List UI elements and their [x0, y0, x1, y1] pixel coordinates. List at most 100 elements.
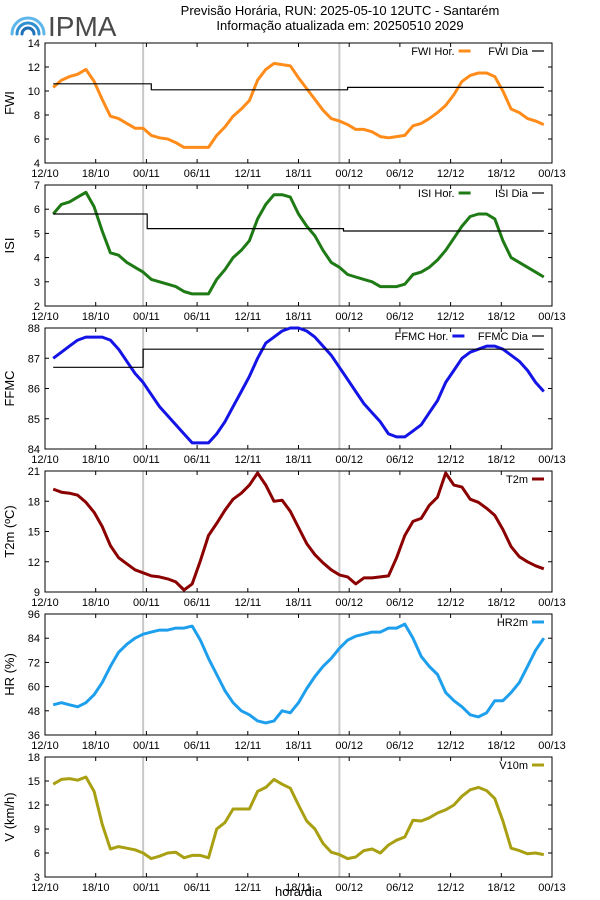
- x-tick-label: 06/12: [386, 168, 414, 180]
- y-tick-label: 87: [28, 353, 40, 365]
- x-tick-label: 18/10: [82, 311, 110, 323]
- plot-frame: [44, 470, 553, 593]
- y-tick-label: 12: [28, 800, 40, 812]
- x-tick-label: 18/11: [285, 882, 312, 894]
- y-tick-label: 48: [28, 706, 40, 718]
- x-tick-label: 18/12: [488, 882, 516, 894]
- x-tick-label: 00/13: [538, 740, 566, 752]
- x-tick-label: 18/10: [82, 597, 110, 609]
- y-tick-label: 10: [28, 86, 40, 98]
- y-axis-label: HR (%): [2, 653, 17, 696]
- x-tick-label: 18/12: [488, 311, 516, 323]
- x-tick-label: 00/12: [335, 882, 363, 894]
- y-axis-label: FWI: [2, 91, 17, 115]
- y-axis-label: ISI: [2, 238, 17, 254]
- x-tick-label: 06/11: [184, 311, 211, 323]
- chart-isi: 2 3 4 5 6 7 12/10 18/10 00/11 06/11 12/11 18/11 00/1…: [2, 180, 566, 323]
- y-tick-label: 72: [28, 657, 40, 669]
- x-tick-label: 12/12: [437, 168, 465, 180]
- x-tick-label: 00/12: [335, 168, 363, 180]
- x-tick-label: 18/12: [488, 454, 516, 466]
- legend-entry: V10m: [499, 760, 528, 772]
- x-tick-label: 12/12: [437, 597, 465, 609]
- plot-frame: [44, 327, 553, 450]
- chart-fwi: 4 6 8 10 12 14 12/10 18/10 00/11 06/11 12/11 18/11 0…: [2, 38, 566, 180]
- y-tick-label: 15: [28, 776, 40, 788]
- y-tick-label: 6: [34, 204, 40, 216]
- y-tick-label: 85: [28, 414, 40, 426]
- x-tick-label: 18/11: [285, 740, 312, 752]
- x-tick-label: 12/11: [234, 597, 261, 609]
- x-tick-label: 00/12: [335, 454, 363, 466]
- ipma-logo-text: IPMA: [48, 11, 117, 40]
- x-tick-label: 12/11: [234, 740, 261, 752]
- y-tick-label: 84: [28, 444, 40, 456]
- x-tick-label: 00/13: [538, 168, 566, 180]
- x-tick-label: 12/10: [31, 168, 59, 180]
- header-run-title: Previsão Horária, RUN: 2025-05-10 12UTC …: [180, 3, 500, 18]
- x-tick-label: 18/11: [285, 168, 312, 180]
- x-tick-label: 18/11: [285, 454, 312, 466]
- y-tick-label: 14: [28, 38, 40, 50]
- hourly-series-line: [52, 622, 546, 725]
- y-tick-label: 7: [34, 180, 40, 192]
- y-tick-label: 3: [34, 277, 40, 289]
- x-tick-label: 18/11: [285, 597, 312, 609]
- chart-t2m: 9 12 15 18 21 12/10 18/10 00/11 06/11 12/11 18/11 0…: [2, 466, 566, 609]
- y-tick-label: 4: [34, 253, 40, 265]
- x-tick-label: 12/11: [234, 168, 261, 180]
- x-tick-label: 00/12: [335, 740, 363, 752]
- x-axis-label: hora/dia: [275, 884, 323, 899]
- legend-entry: T2m: [506, 474, 528, 486]
- y-tick-label: 86: [28, 384, 40, 396]
- x-tick-label: 18/10: [82, 168, 110, 180]
- y-tick-label: 96: [28, 609, 40, 621]
- x-tick-label: 00/12: [335, 311, 363, 323]
- hourly-series-line: [52, 775, 545, 861]
- y-tick-label: 8: [34, 110, 40, 122]
- x-tick-label: 12/11: [234, 882, 261, 894]
- y-tick-label: 84: [28, 633, 40, 645]
- y-tick-label: 18: [28, 496, 40, 508]
- legend-entry: FWI Hor.: [411, 46, 454, 58]
- x-tick-label: 12/11: [234, 311, 261, 323]
- y-tick-label: 6: [34, 134, 40, 146]
- legend: FFMC Dia FFMC Hor.: [395, 331, 544, 343]
- y-axis-label: T2m (ºC): [2, 505, 17, 557]
- plot-frame: [44, 184, 553, 307]
- chart-hr: 36 48 60 72 84 96 12/10 18/10 00/11 06/11 12/11 18/…: [2, 609, 566, 752]
- x-tick-label: 06/11: [184, 597, 211, 609]
- x-tick-label: 12/10: [31, 311, 59, 323]
- x-tick-label: 06/11: [184, 168, 211, 180]
- y-tick-label: 4: [34, 158, 40, 170]
- y-tick-label: 9: [34, 824, 40, 836]
- x-tick-label: 18/10: [82, 454, 110, 466]
- hourly-series-line: [52, 190, 545, 296]
- x-tick-label: 00/12: [335, 597, 363, 609]
- x-tick-label: 18/12: [488, 168, 516, 180]
- ipma-logo: IPMA: [8, 6, 120, 42]
- y-tick-label: 88: [28, 323, 40, 335]
- daily-series-line: [53, 83, 544, 91]
- x-tick-label: 00/13: [538, 311, 566, 323]
- hourly-series-line: [52, 326, 545, 445]
- x-tick-label: 06/12: [386, 454, 414, 466]
- legend-entry: ISI Hor.: [418, 188, 455, 200]
- plot-frame: [44, 756, 553, 878]
- y-axis-label: FFMC: [2, 370, 17, 406]
- y-tick-label: 12: [28, 62, 40, 74]
- daily-series-line: [53, 213, 544, 232]
- chart-ffmc: 84 85 86 87 88 12/10 18/10 00/11 06/11 12/11 18/11…: [2, 323, 566, 466]
- x-tick-label: 18/12: [488, 740, 516, 752]
- x-tick-label: 12/12: [437, 311, 465, 323]
- x-tick-label: 00/11: [133, 454, 160, 466]
- hourly-series-line: [52, 61, 545, 149]
- x-tick-label: 06/11: [184, 882, 211, 894]
- x-tick-label: 06/11: [184, 454, 211, 466]
- x-tick-label: 12/12: [437, 882, 465, 894]
- x-tick-label: 12/10: [31, 454, 59, 466]
- legend-entry: FFMC Dia: [478, 331, 529, 343]
- hourly-series-line: [52, 471, 545, 592]
- daily-series-line: [53, 348, 544, 368]
